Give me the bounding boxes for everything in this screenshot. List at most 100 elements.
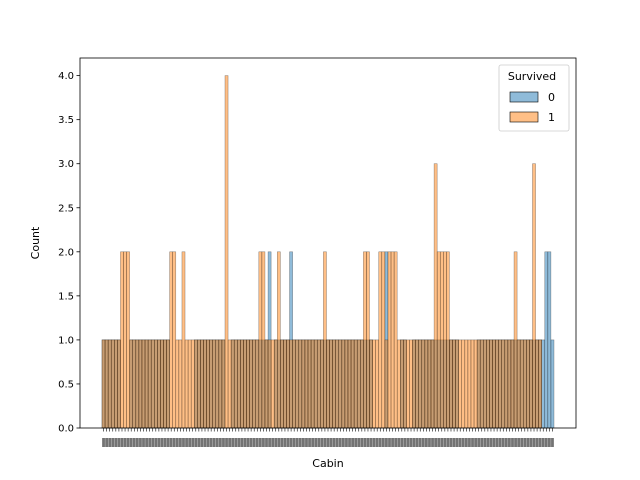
x-tick-label-117 [461,438,465,447]
bars-layer [101,75,555,429]
x-tick-label-118 [464,438,468,447]
bar-survived-1-131 [504,339,509,429]
bar-survived-1-7 [123,251,127,429]
x-tick-label-65 [302,438,305,447]
bar-survived-1-99 [406,339,410,429]
x-tick-label-55 [271,438,275,447]
bar-survived-1-32 [200,339,204,429]
bar-survived-1-19 [160,339,164,429]
x-tick-label-136 [520,438,524,447]
bar-survived-1-18 [157,339,161,429]
bar-survived-1-98 [403,339,407,429]
bar-survived-1-73 [326,339,330,429]
bar-survived-1-67 [307,339,312,429]
bar-survived-1-72 [323,251,327,429]
y-tick-label-3: 1.5 [58,291,74,302]
x-tick-label-54 [268,438,271,447]
y-tick-label-2: 1.0 [58,335,74,346]
x-tick-label-72 [323,438,327,447]
y-axis: 0.0 0.5 1.0 1.5 2.0 2.5 3.0 3.5 4.0 [58,71,80,435]
bar-survived-1-102 [415,339,419,429]
bar-survived-1-3 [110,339,115,429]
bar-survived-1-119 [467,339,472,429]
bar-survived-1-128 [495,339,499,429]
x-tick-label-132 [508,438,511,447]
bar-survived-1-69 [313,339,318,429]
x-tick-label-61 [289,438,293,447]
x-tick-label-42 [231,438,235,447]
x-tick-label-81 [351,438,354,447]
x-tick-label-56 [274,438,278,447]
x-tick-label-28 [188,438,192,447]
x-tick-label-53 [265,438,268,447]
x-tick-label-43 [234,438,238,447]
bar-survived-1-61 [289,339,293,429]
bar-survived-1-94 [390,251,395,429]
x-tick-label-91 [381,438,385,447]
x-tick-label-10 [132,438,136,447]
x-tick-label-26 [182,438,185,447]
y-tick-label-0: 0.0 [58,424,74,435]
bar-survived-1-15 [147,339,152,429]
bar-survived-1-130 [501,339,506,429]
x-tick-label-band [102,438,554,447]
x-tick-label-8 [126,438,130,447]
bar-survived-1-26 [181,251,186,429]
bar-survived-1-29 [190,339,195,429]
x-tick-label-109 [437,438,441,447]
bar-survived-1-35 [209,339,213,429]
bar-survived-1-92 [384,339,389,429]
bar-survived-1-44 [237,339,241,429]
bar-survived-1-110 [439,251,444,429]
bar-survived-1-39 [221,339,226,429]
bar-survived-1-91 [381,251,386,429]
bar-survived-1-34 [206,339,210,429]
x-tick-label-27 [185,438,188,447]
x-tick-label-103 [418,438,422,447]
bar-survived-1-140 [532,163,536,429]
x-tick-label-7 [123,438,127,447]
x-tick-label-131 [504,438,508,447]
x-tick-label-2 [108,438,112,447]
bar-survived-1-95 [393,251,398,429]
bar-survived-1-80 [347,339,352,429]
x-tick-label-138 [526,438,530,447]
y-axis-title: Count [29,226,42,259]
bar-survived-1-111 [443,251,447,429]
x-tick-label-22 [169,438,173,447]
x-tick-label-144 [544,438,548,447]
x-axis [102,428,554,447]
bar-survived-1-88 [372,339,376,429]
x-tick-label-129 [498,438,502,447]
bar-survived-1-20 [163,339,167,429]
bar-survived-1-97 [400,339,404,429]
x-tick-label-107 [431,438,434,447]
bar-survived-1-135 [516,339,521,429]
x-tick-label-63 [295,438,299,447]
x-tick-label-127 [492,438,496,447]
bar-survived-1-5 [117,339,121,429]
bar-survived-1-123 [479,339,484,429]
bar-survived-1-52 [261,251,266,429]
x-tick-label-130 [501,438,505,447]
bar-survived-1-36 [212,339,217,429]
x-tick-label-86 [366,438,370,447]
bar-survived-1-13 [141,339,146,429]
bar-survived-1-55 [270,339,275,429]
y-tick-label-7: 3.5 [58,115,74,126]
x-tick-label-128 [495,438,499,447]
x-tick-label-75 [332,438,336,447]
x-tick-label-39 [222,438,225,447]
bar-survived-1-6 [120,251,124,429]
x-tick-label-48 [249,438,253,447]
x-tick-label-60 [286,438,290,447]
bar-survived-0-144 [544,251,549,429]
x-tick-label-102 [415,438,419,447]
x-tick-label-88 [372,438,376,447]
x-tick-label-78 [341,438,345,447]
x-tick-label-23 [172,438,176,447]
bar-survived-1-70 [316,339,321,429]
bar-survived-1-87 [369,339,373,429]
x-tick-label-15 [148,438,152,447]
